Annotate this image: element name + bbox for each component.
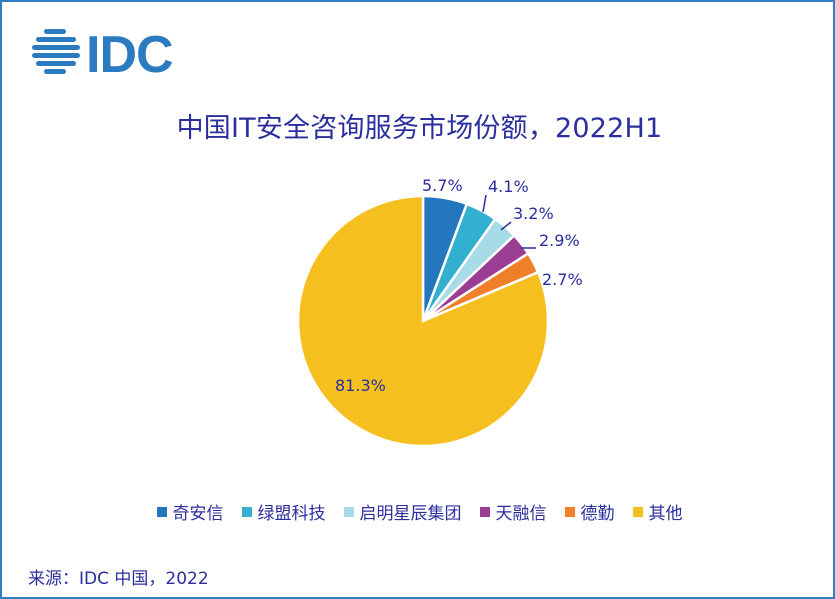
- legend-swatch: [632, 506, 643, 517]
- legend-label: 德勤: [580, 504, 615, 524]
- source-note: 来源：IDC 中国，2022: [28, 569, 209, 589]
- data-label-3: 3.2%: [513, 204, 554, 223]
- chart-title: 中国IT安全咨询服务市场份额，2022H1: [176, 113, 663, 144]
- leader-line-3: [500, 221, 512, 231]
- legend-label: 其他: [648, 504, 683, 524]
- legend-item-1: 奇安信: [156, 499, 224, 524]
- legend-swatch: [156, 506, 167, 517]
- leader-line-2: [482, 194, 487, 213]
- pie-slice-6: [296, 194, 550, 448]
- legend-item-6: 其他: [632, 499, 683, 524]
- legend-swatch: [343, 506, 354, 517]
- legend-item-2: 绿盟科技: [241, 499, 326, 524]
- legend: 奇安信 绿盟科技 启明星辰集团 天融信 德勤 其他: [2, 499, 835, 524]
- idc-logo: IDC: [32, 26, 174, 76]
- legend-item-4: 天融信: [479, 499, 547, 524]
- data-label-1: 5.7%: [422, 176, 463, 195]
- legend-label: 绿盟科技: [257, 504, 326, 524]
- legend-label: 启明星辰集团: [359, 504, 462, 524]
- data-label-5: 2.7%: [542, 270, 583, 289]
- legend-swatch: [564, 506, 575, 517]
- legend-item-5: 德勤: [564, 499, 615, 524]
- idc-logo-globe-icon: [32, 29, 80, 74]
- legend-label: 奇安信: [172, 504, 224, 524]
- legend-label: 天融信: [495, 504, 547, 524]
- data-label-2: 4.1%: [488, 177, 529, 196]
- legend-swatch: [479, 506, 490, 517]
- data-label-6: 81.3%: [335, 376, 386, 395]
- idc-logo-text: IDC: [86, 26, 173, 76]
- legend-swatch: [241, 506, 252, 517]
- legend-item-3: 启明星辰集团: [343, 499, 462, 524]
- data-label-4: 2.9%: [539, 231, 580, 250]
